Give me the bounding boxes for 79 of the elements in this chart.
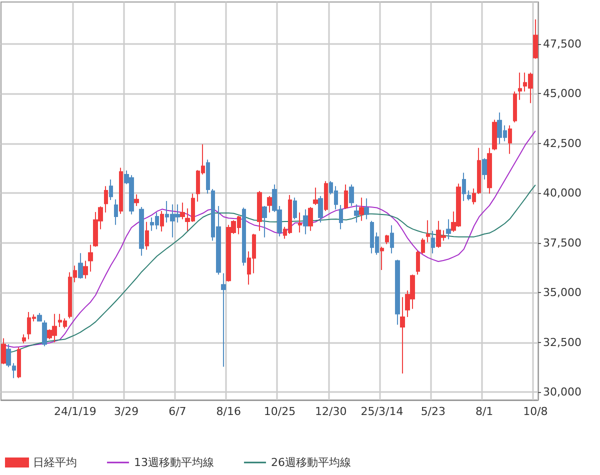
candlestick (88, 244, 93, 272)
candlestick (313, 187, 318, 206)
y-tick-label: 45,000 (543, 87, 582, 100)
y-tick-label: 37,500 (543, 236, 582, 250)
candlestick (492, 119, 497, 151)
candlestick (385, 234, 389, 245)
legend-label: 13週移動平均線 (134, 456, 214, 469)
line-series (8, 184, 536, 354)
candlestick (293, 197, 297, 220)
x-tick-label: 24/1/19 (54, 405, 96, 418)
candlestick (472, 188, 476, 205)
candlestick (477, 147, 481, 195)
candlestick (139, 206, 144, 256)
candlestick (482, 158, 487, 180)
candlestick (303, 208, 308, 235)
x-tick-label: 3/29 (114, 405, 139, 418)
x-tick-label: 8/16 (216, 405, 241, 418)
candlestick (462, 172, 466, 202)
candlestick (354, 204, 359, 223)
y-tick-label: 40,000 (543, 186, 582, 200)
candlestick (344, 184, 348, 210)
candlestick (242, 207, 246, 266)
candlestick (83, 260, 88, 280)
y-tick-label: 35,000 (543, 286, 582, 300)
candlestick (339, 204, 343, 230)
x-tick-label: 10/8 (523, 405, 548, 418)
x-tick-label: 6/7 (168, 405, 186, 418)
candlestick (134, 194, 139, 206)
candlestick (518, 72, 522, 100)
candlestick (431, 230, 435, 254)
candlestick (78, 252, 83, 280)
candlestick (257, 190, 262, 232)
candlestick (6, 344, 11, 368)
candlestick (298, 212, 302, 233)
candlestick (114, 198, 118, 226)
candlestick (364, 198, 369, 220)
candlestick (395, 259, 400, 326)
legend-label: 日経平均 (33, 456, 77, 469)
candlestick (508, 124, 512, 154)
candlestick (262, 205, 267, 238)
x-tick-label: 25/3/14 (360, 405, 404, 418)
line-series (3, 130, 536, 348)
candlestick (17, 346, 21, 379)
candlestick (180, 202, 185, 220)
y-tick-label: 42,500 (543, 136, 582, 150)
candlestick (426, 220, 430, 243)
candlestick (400, 296, 405, 374)
y-tick-label: 32,500 (543, 336, 582, 349)
candlestick (380, 246, 384, 271)
y-tick-label: 30,000 (543, 386, 582, 399)
x-tick-label: 12/30 (315, 405, 347, 418)
candlestick (42, 320, 47, 347)
candlestick (12, 362, 16, 379)
x-tick-label: 8/1 (475, 405, 494, 418)
candlestick (390, 224, 394, 254)
candlestick (22, 334, 26, 344)
candlestick (446, 218, 451, 240)
candlestick (37, 312, 42, 322)
x-tick-label: 5/23 (420, 405, 446, 418)
candlestick (467, 190, 471, 201)
candlestick (119, 167, 123, 214)
candlestick (1, 338, 6, 365)
candlestick (487, 147, 492, 194)
candlestick (324, 180, 328, 212)
candlestick (104, 186, 108, 214)
candlestick (109, 179, 113, 201)
candlestick (267, 196, 272, 214)
candlestick (359, 197, 364, 222)
candlestick (221, 272, 226, 368)
candlestick (145, 221, 149, 250)
candlestick (318, 196, 323, 223)
legend-label: 26週移動平均線 (270, 456, 351, 469)
y-tick-label: 47,500 (543, 37, 582, 50)
candlestick (160, 210, 164, 232)
candlestick (206, 159, 210, 194)
candlestick (349, 184, 354, 206)
x-tick-label: 10/25 (264, 405, 296, 418)
candlestick (513, 91, 517, 123)
candlestick (308, 206, 313, 232)
